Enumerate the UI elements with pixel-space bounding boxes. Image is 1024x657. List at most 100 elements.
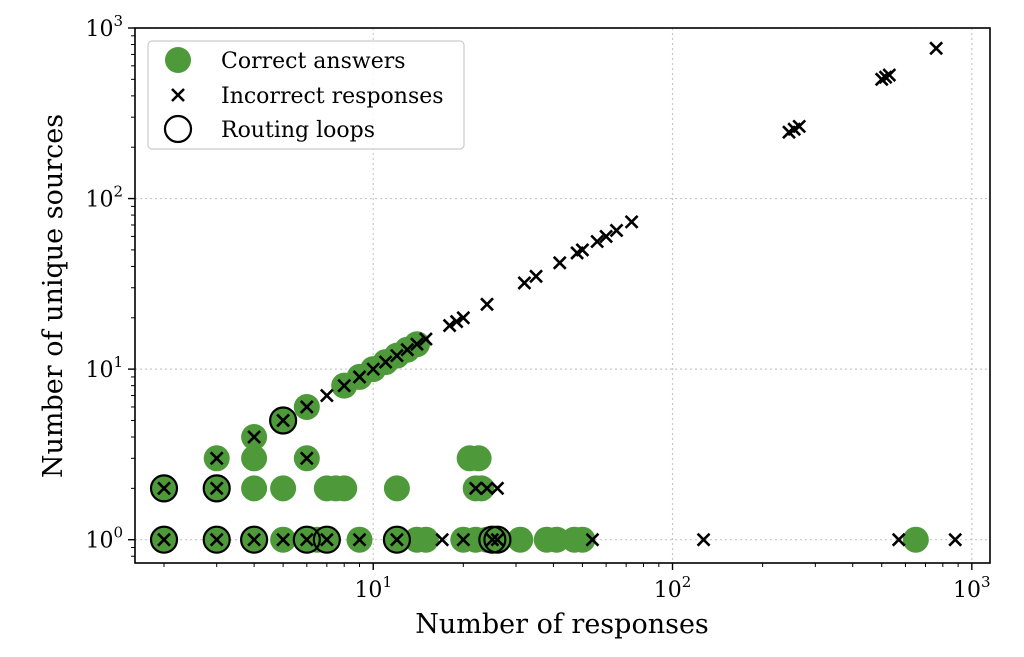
x-stroke xyxy=(378,355,393,369)
routing-loop-point xyxy=(240,525,269,554)
incorrect-response-point xyxy=(276,532,291,547)
x-stroke xyxy=(529,269,543,284)
incorrect-response-point xyxy=(352,370,367,384)
correct-answer-point xyxy=(383,475,410,502)
legend: Correct answers Incorrect responses Routin… xyxy=(147,40,465,150)
x-stroke xyxy=(400,342,415,357)
x-stroke xyxy=(490,532,505,547)
incorrect-response-point xyxy=(209,481,224,496)
x-stroke xyxy=(352,532,367,547)
y-tick-label: 100 xyxy=(85,524,123,554)
x-stroke xyxy=(276,532,291,547)
incorrect-response-point xyxy=(449,314,464,329)
correct-answer-point xyxy=(902,526,929,553)
incorrect-response-point xyxy=(299,451,314,466)
correct-answer-point xyxy=(241,475,268,502)
correct-answer-point xyxy=(569,526,596,553)
incorrect-response-point xyxy=(792,119,807,134)
incorrect-response-point xyxy=(319,388,334,403)
series-filled-circle xyxy=(151,331,929,553)
x-stroke xyxy=(624,214,639,229)
x-stroke xyxy=(366,362,381,377)
incorrect-response-point xyxy=(209,451,224,466)
incorrect-response-point xyxy=(247,532,262,547)
x-stroke xyxy=(480,297,494,312)
x-stroke xyxy=(599,229,614,244)
incorrect-response-point xyxy=(468,481,483,496)
x-stroke xyxy=(209,532,224,547)
incorrect-response-point xyxy=(366,362,381,377)
incorrect-response-point xyxy=(157,532,171,547)
incorrect-response-point xyxy=(435,532,450,547)
routing-loop-point xyxy=(269,406,298,435)
x-stroke xyxy=(575,242,590,257)
incorrect-response-point xyxy=(419,332,433,347)
incorrect-response-point xyxy=(442,318,457,333)
x-stroke xyxy=(171,88,185,102)
correct-answer-point xyxy=(331,475,358,502)
legend-box xyxy=(147,40,465,150)
x-stroke xyxy=(552,255,567,270)
x-stroke xyxy=(696,532,711,547)
x-stroke xyxy=(891,532,906,547)
correct-answer-point xyxy=(241,445,268,472)
x-stroke xyxy=(485,532,500,547)
x-stroke xyxy=(299,451,314,466)
incorrect-response-point xyxy=(590,234,605,249)
x-stroke xyxy=(157,532,171,547)
legend-label: Incorrect responses xyxy=(221,84,444,109)
incorrect-response-point xyxy=(882,68,897,82)
incorrect-response-point xyxy=(337,378,352,393)
x-stroke xyxy=(449,314,464,329)
x-tick-label: 103 xyxy=(953,573,991,603)
incorrect-response-point xyxy=(490,532,505,547)
routing-loop-point xyxy=(202,525,231,554)
series-open-circle xyxy=(149,406,512,554)
incorrect-response-point xyxy=(456,532,471,547)
x-stroke xyxy=(442,318,457,333)
x-stroke xyxy=(276,413,291,428)
grid-lines xyxy=(135,27,990,563)
legend-marker-correct xyxy=(165,47,191,73)
y-tick-label: 101 xyxy=(85,353,123,383)
incorrect-response-point xyxy=(517,276,532,290)
x-stroke xyxy=(456,532,471,547)
routing-loop-point xyxy=(312,525,341,554)
incorrect-response-point xyxy=(389,532,404,547)
x-stroke xyxy=(319,532,334,547)
incorrect-response-point xyxy=(299,532,314,547)
incorrect-response-point xyxy=(319,532,334,547)
incorrect-response-point xyxy=(400,342,415,357)
incorrect-response-point xyxy=(378,355,393,369)
series-x xyxy=(157,41,963,547)
x-stroke xyxy=(389,532,404,547)
correct-answer-point xyxy=(465,445,492,472)
y-tick-label: 102 xyxy=(85,183,123,213)
incorrect-response-point xyxy=(948,532,963,547)
data-marks xyxy=(149,41,963,554)
incorrect-response-point xyxy=(410,337,424,352)
legend-label: Routing loops xyxy=(221,118,375,143)
x-stroke xyxy=(590,234,605,249)
incorrect-response-point xyxy=(891,532,906,547)
incorrect-response-point xyxy=(389,348,404,363)
x-stroke xyxy=(517,276,532,290)
x-stroke xyxy=(456,310,471,325)
incorrect-response-point xyxy=(352,532,367,547)
x-stroke xyxy=(352,370,367,384)
incorrect-response-point xyxy=(247,430,262,444)
x-stroke xyxy=(299,400,314,414)
routing-loop-point xyxy=(149,474,179,503)
x-stroke xyxy=(609,223,624,238)
correct-answer-point xyxy=(468,475,495,502)
incorrect-response-point xyxy=(299,400,314,414)
x-stroke xyxy=(585,532,600,547)
incorrect-response-point xyxy=(209,532,224,547)
x-stroke xyxy=(337,378,352,393)
incorrect-response-point xyxy=(609,223,624,238)
x-stroke xyxy=(247,532,262,547)
routing-loop-point xyxy=(382,525,412,554)
routing-loop-point xyxy=(202,474,231,503)
x-stroke xyxy=(247,430,262,444)
